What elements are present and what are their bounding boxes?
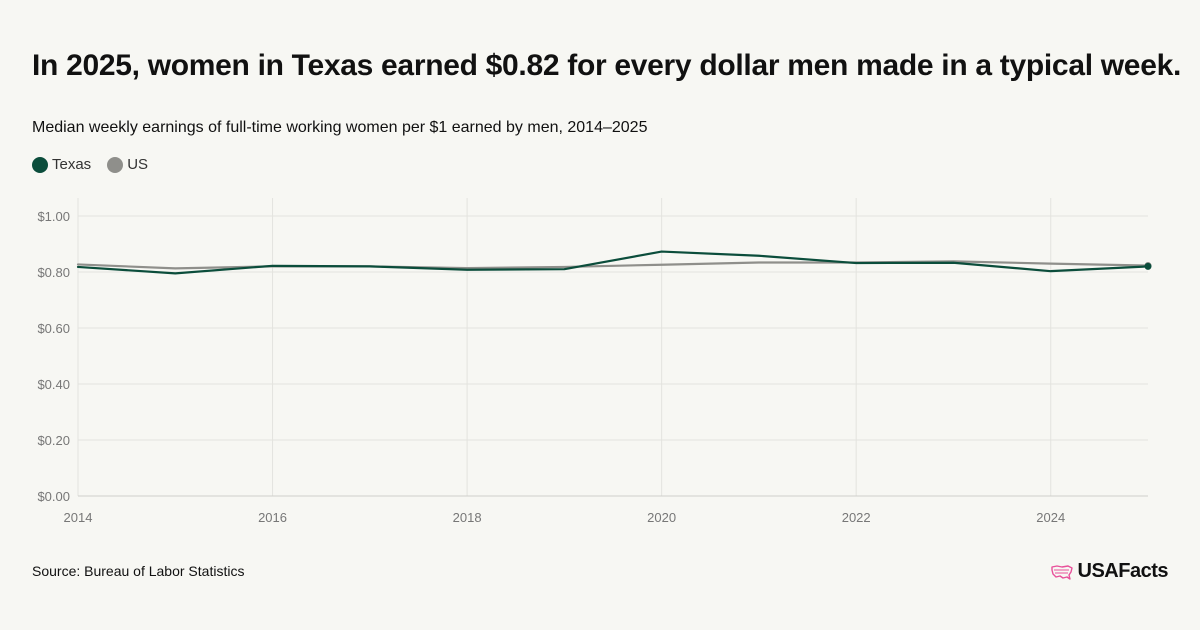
series xyxy=(76,250,1152,275)
brand-logo[interactable]: USAFacts xyxy=(1050,560,1169,583)
legend-item-us[interactable]: US xyxy=(107,156,148,173)
y-tick-label: $1.00 xyxy=(37,209,70,224)
legend-label-us: US xyxy=(127,156,149,173)
series-line-texas[interactable] xyxy=(76,250,1150,275)
chart-title: In 2025, women in Texas earned $0.82 for… xyxy=(32,49,1181,82)
source-note: Source: Bureau of Labor Statistics xyxy=(32,563,245,579)
usa-map-icon xyxy=(1050,564,1073,580)
legend: Texas US xyxy=(32,156,148,173)
y-tick-label: $0.00 xyxy=(37,489,70,504)
y-tick-label: $0.20 xyxy=(37,433,70,448)
legend-swatch-us xyxy=(107,156,124,173)
x-tick-label: 2018 xyxy=(453,510,482,525)
y-tick-label: $0.40 xyxy=(37,377,70,392)
y-tick-label: $0.80 xyxy=(37,265,70,280)
legend-label-texas: Texas xyxy=(52,156,92,173)
y-tick-label: $0.60 xyxy=(37,321,70,336)
legend-swatch-texas xyxy=(32,156,48,173)
x-tick-label: 2016 xyxy=(258,510,287,525)
data-point-texas[interactable] xyxy=(1144,262,1152,270)
x-tick-label: 2022 xyxy=(842,510,871,525)
x-tick-label: 2020 xyxy=(647,510,676,525)
x-tick-label: 2014 xyxy=(64,510,93,525)
brand-name: USAFacts xyxy=(1077,560,1169,582)
axes: $0.00 $0.20 $0.40 $0.60 $0.80 $1.00 2014 2016 20… xyxy=(37,209,1148,525)
chart-subtitle: Median weekly earnings of full-time work… xyxy=(32,119,648,136)
grid xyxy=(77,198,1148,497)
x-tick-label: 2024 xyxy=(1036,510,1065,525)
legend-item-texas[interactable]: Texas xyxy=(32,156,91,173)
line-chart: $0.00 $0.20 $0.40 $0.60 $0.80 $1.00 2014 2016 20… xyxy=(37,198,1152,525)
